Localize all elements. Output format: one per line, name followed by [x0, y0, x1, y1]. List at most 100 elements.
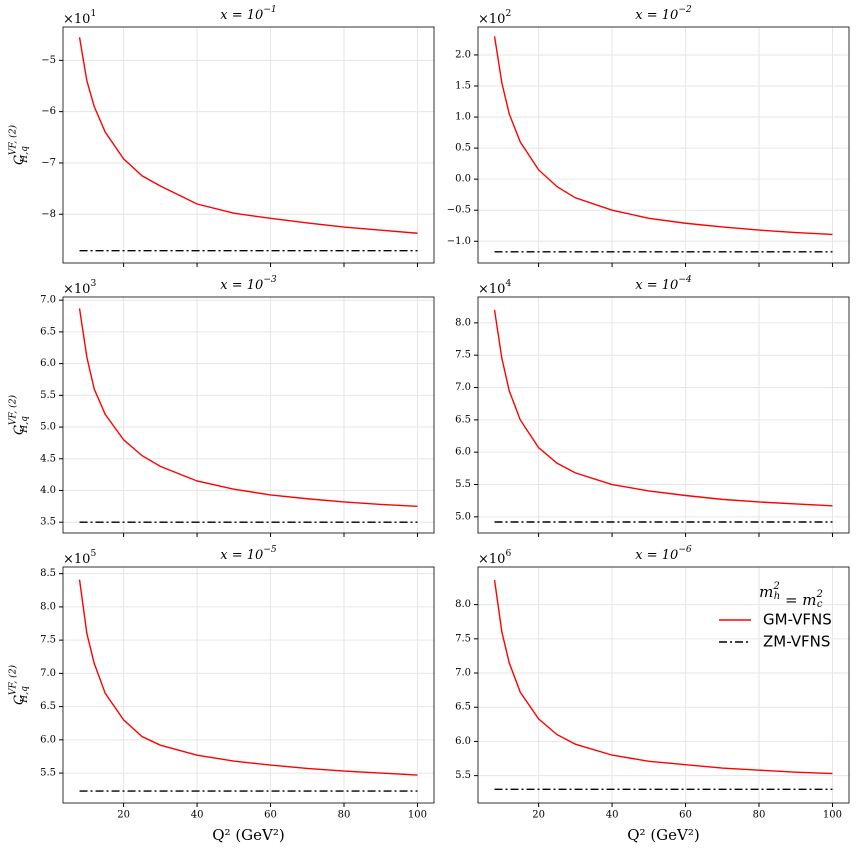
subplot-title-exp: −3 — [263, 275, 277, 285]
plot-frame — [477, 26, 850, 264]
plot-frame — [62, 296, 435, 534]
y-tick-label: 7.0 — [455, 382, 471, 393]
legend-title-sub: h — [774, 591, 780, 602]
series-line — [78, 308, 418, 508]
y-axis-label-sub: H,q — [19, 146, 29, 164]
plot-frame — [62, 566, 435, 804]
y-axis-label-base: C — [12, 695, 27, 705]
subplot: 5.0 5.5 6.0 6.5 7.0 7.5 8.0 x = 10−4 ×104 — [455, 275, 850, 537]
subplot-title: x = 10−4 — [635, 275, 692, 293]
y-tick-label: 5.5 — [40, 768, 56, 779]
series-line — [493, 36, 833, 236]
y-axis-label-sub: H,q — [19, 416, 29, 434]
y-axis-label: CVF, (2)H,q — [7, 665, 29, 706]
subplot-title-base: x = 10 — [635, 278, 678, 293]
legend-title: m2 h = m2 c — [759, 581, 823, 610]
y-tick-label: 5.5 — [40, 390, 56, 401]
y-tick-label: 0.5 — [455, 143, 471, 154]
x-tick-label: 20 — [532, 810, 545, 821]
axis-offset-exp: 5 — [90, 549, 96, 559]
y-tick-label: 2.0 — [455, 49, 471, 60]
x-tick-label: 20 — [117, 810, 130, 821]
y-axis-label-base: C — [12, 425, 27, 435]
y-tick-label: 4.5 — [40, 453, 56, 464]
series-line — [78, 37, 418, 234]
x-axis-label: Q² (GeV²) — [627, 826, 700, 844]
y-tick-label: −0.5 — [447, 205, 471, 216]
subplot: 5.5 6.0 6.5 7.0 7.5 8.0 8.5 20 40 60 80 100 x = 10−5… — [7, 545, 435, 844]
subplot-title-exp: −4 — [678, 275, 692, 285]
y-tick-label: 5.5 — [455, 479, 471, 490]
y-tick-label: 1.0 — [455, 112, 471, 123]
axis-offset-exp: 4 — [505, 279, 511, 289]
subplot-title: x = 10−3 — [220, 275, 277, 293]
y-tick-label: 8.0 — [455, 317, 471, 328]
y-tick-label: 7.5 — [455, 633, 471, 644]
series-line — [493, 309, 833, 507]
subplot-title-exp: −2 — [678, 5, 692, 15]
y-tick-label: −7 — [41, 157, 56, 168]
axis-offset: ×102 — [478, 9, 511, 27]
legend-title-sup: 2 — [816, 589, 823, 600]
subplot-title-exp: −5 — [263, 545, 277, 555]
y-tick-label: 6.0 — [455, 447, 471, 458]
y-tick-label: 7.0 — [40, 668, 56, 679]
axis-offset-base: ×10 — [63, 552, 90, 567]
subplot-title-base: x = 10 — [220, 548, 263, 563]
y-tick-label: 6.5 — [455, 414, 471, 425]
axis-offset-exp: 3 — [90, 279, 96, 289]
y-tick-label: 3.5 — [40, 517, 56, 528]
axis-offset: ×106 — [478, 549, 511, 567]
legend-title-sub: c — [817, 599, 823, 610]
axis-offset-exp: 6 — [505, 549, 511, 559]
series-line — [493, 579, 833, 775]
y-tick-label: 7.0 — [455, 668, 471, 679]
axis-offset-base: ×10 — [478, 552, 505, 567]
subplot-title-base: x = 10 — [220, 278, 263, 293]
subplot: −1.0 −0.5 0.0 0.5 1.0 1.5 2.0 x = 10−2 ×102 — [447, 5, 850, 267]
legend-title-sup: 2 — [772, 581, 779, 592]
y-axis-label-sup: VF, (2) — [7, 665, 18, 696]
x-tick-label: 100 — [823, 810, 842, 821]
y-tick-label: 7.5 — [455, 350, 471, 361]
y-tick-label: 5.0 — [40, 422, 56, 433]
plot-frame — [477, 296, 850, 534]
x-tick-label: 60 — [679, 810, 692, 821]
y-tick-label: −8 — [41, 209, 56, 220]
plot-frame — [62, 26, 435, 264]
axis-offset: ×101 — [63, 9, 96, 27]
subplot: 5.5 6.0 6.5 7.0 7.5 8.0 20 40 60 80 100 x = 10−6 ×10… — [455, 545, 850, 844]
y-axis-label-sub: H,q — [19, 686, 29, 704]
subplot: −8 −7 −6 −5 x = 10−1 ×101 CVF, (2)H,q — [7, 5, 435, 267]
axis-offset-exp: 2 — [505, 9, 511, 19]
y-tick-label: 5.0 — [455, 511, 471, 522]
y-tick-label: 7.0 — [40, 295, 56, 306]
axis-offset-exp: 1 — [90, 9, 96, 19]
y-tick-label: 4.0 — [40, 485, 56, 496]
plot-frame — [477, 566, 850, 804]
y-tick-label: 7.5 — [40, 635, 56, 646]
x-tick-label: 40 — [191, 810, 204, 821]
y-tick-label: 5.5 — [455, 770, 471, 781]
x-axis-label: Q² (GeV²) — [212, 826, 285, 844]
y-tick-label: 6.0 — [455, 736, 471, 747]
y-tick-label: 8.0 — [40, 601, 56, 612]
y-tick-label: 8.5 — [40, 568, 56, 579]
subplot-title: x = 10−1 — [220, 5, 276, 23]
y-axis-label: CVF, (2)H,q — [7, 125, 29, 166]
subplot-title-base: x = 10 — [635, 548, 678, 563]
axis-offset-base: ×10 — [63, 12, 90, 27]
y-tick-label: −1.0 — [447, 236, 471, 247]
legend-label: GM-VFNS — [763, 611, 832, 629]
y-tick-label: 6.5 — [40, 701, 56, 712]
axis-offset-base: ×10 — [63, 282, 90, 297]
y-tick-label: 8.0 — [455, 599, 471, 610]
y-tick-label: −6 — [41, 106, 56, 117]
subplot-title: x = 10−6 — [635, 545, 692, 563]
subplot-title: x = 10−5 — [220, 545, 277, 563]
y-tick-label: 0.0 — [455, 174, 471, 185]
legend-label: ZM-VFNS — [763, 633, 830, 651]
y-axis-label-base: C — [12, 155, 27, 165]
subplot-title: x = 10−2 — [635, 5, 692, 23]
